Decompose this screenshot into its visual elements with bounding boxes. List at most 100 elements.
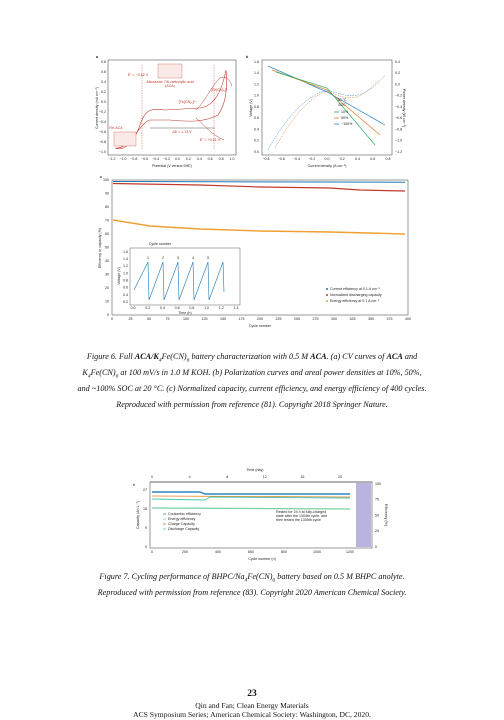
y2-tick-label: 0.4 <box>395 60 400 64</box>
caption-text: 6 <box>115 373 119 380</box>
annotation: Alloxazine 7/8-carboxylic acid <box>146 80 193 84</box>
inset-cycle-label: 4 <box>192 256 194 260</box>
caption-text: Fe(CN) <box>247 572 273 581</box>
caption-text: and ~100% SOC at 20 °C. (c) Normalized c… <box>77 384 427 393</box>
panel-a <box>107 59 237 156</box>
inset-y-tick-label: 1.4 <box>123 257 128 261</box>
top-tick-label: 0 <box>151 475 153 479</box>
energy-efficiency <box>112 219 406 235</box>
x-tick-label: −0.2 <box>163 157 170 161</box>
inset-cycle-label: 2 <box>162 256 164 260</box>
current-efficiency <box>112 181 406 183</box>
inset-y-tick-label: 0.8 <box>123 279 128 283</box>
power-curve <box>274 79 379 149</box>
x-tick-label: 100 <box>183 317 189 321</box>
y2-tick-label: −1.2 <box>395 150 402 154</box>
x-tick-label: 0.6 <box>370 157 375 161</box>
footer-line: Qin and Fan; Clean Energy Materials <box>195 701 309 710</box>
caption-text: Reproduced with permission from referenc… <box>116 400 388 409</box>
top-tick-label: 20 <box>338 475 342 479</box>
y2-tick-label: 0.0 <box>395 82 400 86</box>
x-tick-label: −1.0 <box>119 157 126 161</box>
x-tick-label: 25 <box>129 317 133 321</box>
top-tick-label: 12 <box>263 475 267 479</box>
x-tick-label: 0.4 <box>355 157 360 161</box>
y-tick-label: 1.2 <box>254 82 259 86</box>
x-tick-label: −0.8 <box>262 157 269 161</box>
y-tick-label: 70 <box>105 218 109 222</box>
caption-text: 4 <box>87 373 91 380</box>
caption-text: Figure 6. Full <box>86 352 135 361</box>
caption-text: Reproduced with permission from referenc… <box>97 588 407 597</box>
inset-title: Cycle number <box>149 242 172 246</box>
x-axis-label: Cycle number <box>249 324 272 328</box>
inset-x-tick-label: 1.4 <box>234 306 239 310</box>
y2-tick-label: 75 <box>375 498 379 502</box>
y-tick-label: −0.6 <box>99 130 106 134</box>
figure-7 <box>149 481 373 549</box>
x-tick-label: 150 <box>220 317 226 321</box>
annotation: [Fe(CN)₆]³⁻ <box>211 88 229 92</box>
panel-letter: e <box>133 483 135 487</box>
annotation: E° = +0.51 V <box>200 138 221 142</box>
inset-y-tick-label: 0.2 <box>123 300 128 304</box>
panel-letter: c <box>100 175 102 179</box>
figure-7-caption: Figure 7. Cycling performance of BHPC/Na… <box>40 569 464 601</box>
caption-line: Figure 7. Cycling performance of BHPC/Na… <box>40 569 464 585</box>
legend-swatch <box>326 288 328 290</box>
y-tick-label: 50 <box>105 245 109 249</box>
y-tick-label: 0 <box>107 313 109 317</box>
y2-tick-label: −0.4 <box>395 105 402 109</box>
caption-text: battery based on 0.5 M BHPC anolyte. <box>275 572 405 581</box>
caption-text: 6 <box>186 357 190 364</box>
inset-voltage <box>133 261 225 301</box>
polarization-curve <box>275 71 376 146</box>
legend-label: Energy efficiency at 0.1 A cm⁻² <box>330 299 380 303</box>
inset-y-tick-label: 0.4 <box>123 293 128 297</box>
y2-tick-label: 50 <box>375 513 379 517</box>
x-tick-label: 0.0 <box>325 157 330 161</box>
axes-frame <box>111 179 409 316</box>
rest-region <box>356 483 371 547</box>
y-tick-label: −0.8 <box>99 140 106 144</box>
inset-x-tick-label: 0.4 <box>160 306 165 310</box>
inset-x-label: Time (h) <box>178 311 191 315</box>
y2-tick-label: 25 <box>375 529 379 533</box>
caption-text: and <box>402 352 418 361</box>
y-tick-label: 40 <box>105 259 109 263</box>
coulombic-efficiency <box>152 491 350 495</box>
caption-text: 4 <box>244 577 248 584</box>
y-tick-label: 10 <box>105 299 109 303</box>
x-axis-label: Cycle number (n) <box>248 557 276 561</box>
inset-x-tick-label: 0.2 <box>145 306 150 310</box>
x-tick-label: 200 <box>257 317 263 321</box>
x-tick-label: −1.2 <box>108 157 115 161</box>
top-tick-label: 16 <box>300 475 304 479</box>
y-tick-label: 0.4 <box>101 80 106 84</box>
panel-b <box>261 59 393 156</box>
charge-capacity <box>151 495 351 498</box>
x-tick-label: 0 <box>151 550 153 554</box>
top-tick-label: 4 <box>189 475 191 479</box>
caption-text: Figure 7. Cycling performance of BHPC/Na <box>99 572 245 581</box>
caption-text: ACA/K <box>134 352 159 361</box>
caption-line: Reproduced with permission from referenc… <box>40 397 464 413</box>
y-axis-label: Capacity (Ah L⁻¹) <box>136 501 140 529</box>
y2-tick-label: −0.2 <box>395 94 402 98</box>
polarization-curve <box>271 69 381 136</box>
y-tick-label: 20 <box>105 286 109 290</box>
legend-label: Current efficiency at 0.1 A cm⁻² <box>330 287 381 291</box>
x-axis-label: Potential (V versus SHE) <box>152 164 192 168</box>
inset-x-tick-label: 0.8 <box>189 306 194 310</box>
caption-text: ACA <box>310 352 327 361</box>
x-tick-label: 600 <box>248 550 254 554</box>
annotation: E° = −0.62 V <box>128 73 149 77</box>
annotation: 20 °C <box>337 98 346 102</box>
x-tick-label: −0.4 <box>293 157 300 161</box>
legend-swatch <box>326 300 328 302</box>
y-tick-label: 18 <box>143 507 147 511</box>
caption-text: K <box>82 368 88 377</box>
caption-text: Fe(CN) <box>90 368 116 377</box>
panel-letter: a <box>96 55 99 59</box>
inset-y-tick-label: 1.2 <box>123 264 128 268</box>
